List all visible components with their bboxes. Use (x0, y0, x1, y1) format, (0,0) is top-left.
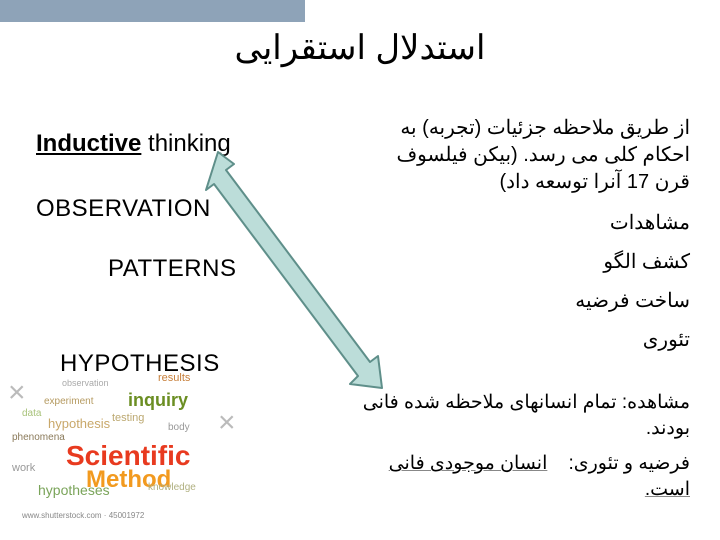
wordcloud-word: hypotheses (38, 482, 110, 498)
wordcloud-word: results (158, 372, 190, 384)
right-lower-column: مشاهده: تمام انسانهای ملاحظه شده فانی بو… (350, 390, 690, 513)
top-accent-bar (0, 0, 305, 22)
right-intro-paragraph: از طریق ملاحظه جزئیات (تجربه) به احکام ک… (370, 115, 690, 196)
slide-root: استدلال استقرایی Inductive thinking OBSE… (0, 0, 720, 540)
arrow-polygon (206, 152, 382, 388)
wordcloud-word: experiment (44, 396, 93, 407)
wordcloud-word: knowledge (148, 482, 196, 493)
wordcloud-word: inquiry (128, 390, 188, 411)
right-step-4: تئوری (370, 327, 690, 354)
right-step-2: کشف الگو (370, 249, 690, 276)
right-column: از طریق ملاحظه جزئیات (تجربه) به احکام ک… (370, 115, 690, 366)
wordcloud-word: × (218, 406, 236, 440)
wordcloud-word: × (8, 376, 26, 410)
wordcloud-word: testing (112, 412, 144, 424)
example2-label: فرضیه و تئوری: (568, 453, 690, 474)
wordcloud-word: work (12, 462, 35, 474)
right-step-3: ساخت فرضیه (370, 288, 690, 315)
step-observation: OBSERVATION (36, 195, 211, 223)
inductive-word: Inductive (36, 130, 141, 157)
wordcloud-word: phenomena (12, 432, 65, 443)
right-step-1: مشاهدات (370, 210, 690, 237)
wordcloud-graphic: ScientificMethodinquiryhypothesisresults… (8, 362, 258, 522)
wordcloud-word: hypothesis (48, 416, 110, 431)
wordcloud-word: body (168, 422, 190, 433)
wordcloud-word: observation (62, 378, 109, 388)
right-example-2: فرضیه و تئوری: انسان موجودی فانی است. (350, 451, 690, 502)
wordcloud-caption: www.shutterstock.com · 45001972 (22, 511, 144, 520)
slide-title: استدلال استقرایی (0, 28, 720, 68)
right-example-1: مشاهده: تمام انسانهای ملاحظه شده فانی بو… (350, 390, 690, 441)
